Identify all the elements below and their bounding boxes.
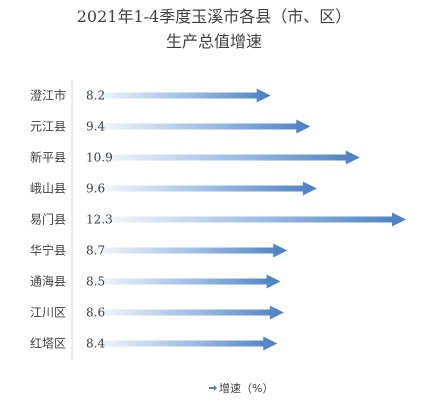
bars-group: 澄江市 8.2 元江县 9.4 新平县 10.9 峨山县 9.6 易门县 12.3 华宁县 8.7 通海… [30,88,406,351]
legend-arrow-icon [209,385,217,391]
category-label: 华宁县 [30,243,66,258]
chart-title: 2021年1-4季度玉溪市各县（市、区） [77,7,352,26]
bar-arrow [85,212,406,227]
value-label: 8.6 [86,306,105,320]
category-label: 易门县 [30,212,66,227]
bar-arrow [85,274,281,289]
category-label: 红塔区 [30,336,66,351]
value-label: 9.4 [86,120,105,134]
value-label: 8.4 [86,337,105,351]
value-label: 8.2 [86,89,105,103]
category-label: 新平县 [30,150,66,165]
bar-arrow [85,305,284,320]
value-label: 8.5 [86,275,105,289]
legend: 增速（%） [209,381,273,395]
category-label: 峨山县 [30,182,66,196]
value-label: 8.7 [86,244,105,258]
bar-arrow [85,336,278,351]
chart-subtitle: 生产总值增速 [166,32,262,51]
bar-arrow [85,119,311,134]
bar-arrow [85,150,360,165]
value-label: 9.6 [86,182,105,196]
bar-arrow [85,243,288,258]
category-label: 元江县 [30,120,66,134]
value-label: 10.9 [86,151,113,165]
bar-arrow [85,88,271,103]
bar-arrow [85,181,317,196]
category-label: 通海县 [30,274,66,289]
legend-label: 增速（%） [219,381,273,395]
category-label: 江川区 [30,306,66,320]
category-label: 澄江市 [30,88,66,103]
value-label: 12.3 [86,213,113,227]
